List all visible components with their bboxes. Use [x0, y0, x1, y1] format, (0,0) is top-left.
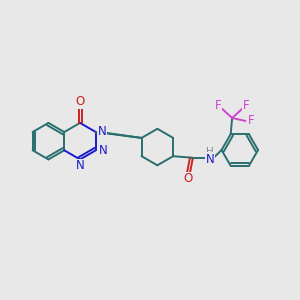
Text: N: N: [99, 144, 108, 157]
Text: F: F: [215, 98, 222, 112]
Text: N: N: [98, 125, 107, 138]
Text: H: H: [206, 147, 214, 157]
Text: F: F: [248, 114, 254, 128]
Text: N: N: [76, 159, 84, 172]
Text: O: O: [75, 95, 85, 108]
Text: N: N: [206, 153, 214, 166]
Text: O: O: [184, 172, 193, 185]
Text: F: F: [243, 98, 249, 112]
